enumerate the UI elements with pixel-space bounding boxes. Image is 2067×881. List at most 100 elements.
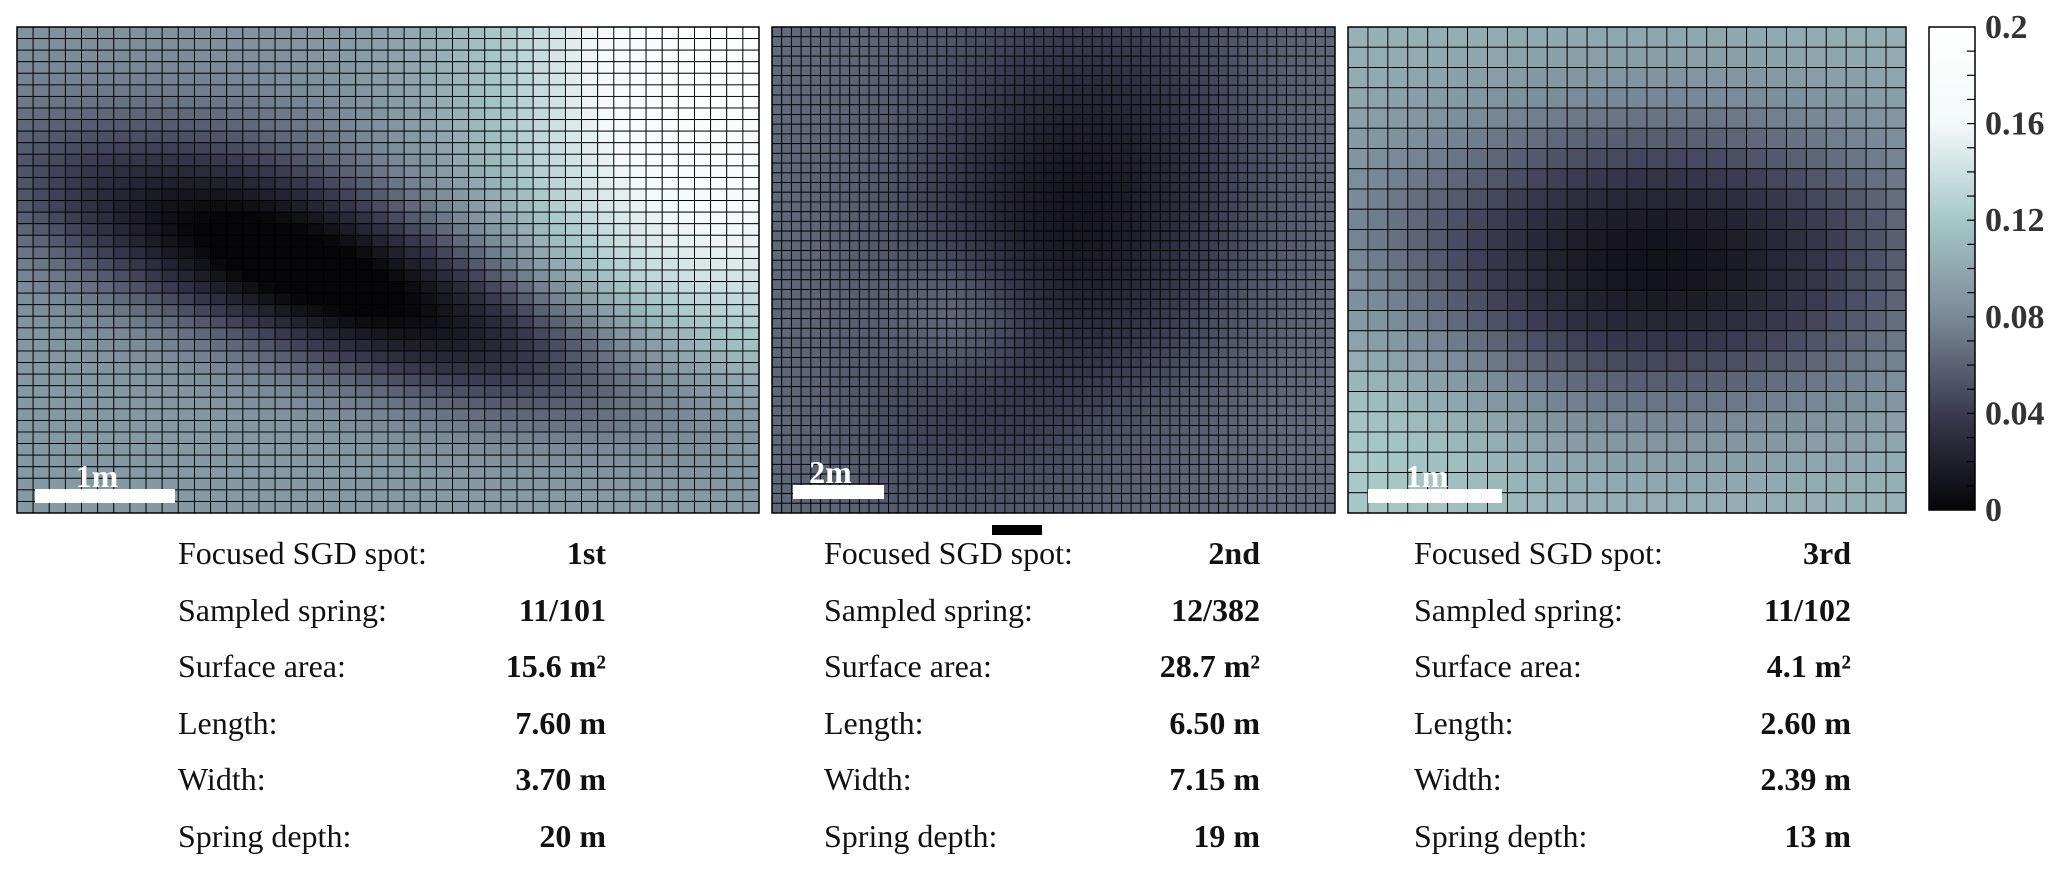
heatmap-cell: [1276, 152, 1287, 164]
heatmap-cell: [810, 65, 821, 77]
heatmap-cell: [1218, 366, 1229, 378]
heatmap-cell: [468, 49, 486, 63]
heatmap-cell: [1140, 415, 1152, 426]
heatmap-cell: [820, 269, 831, 281]
heatmap-cell: [1324, 36, 1336, 47]
heatmap-cell: [839, 434, 851, 446]
heatmap-cell: [274, 188, 292, 202]
heatmap-cell: [210, 362, 228, 375]
heatmap-cell: [829, 220, 841, 232]
heatmap-cell: [419, 373, 437, 387]
heatmap-cell: [858, 502, 870, 514]
heatmap-cell: [258, 362, 276, 375]
heatmap-cell: [1033, 327, 1045, 339]
heatmap-cell: [1227, 415, 1239, 426]
heatmap-cell: [468, 61, 486, 74]
heatmap-cell: [800, 347, 812, 358]
heatmap-cell: [1286, 240, 1297, 252]
heatmap-cell: [1072, 493, 1084, 504]
heatmap-cell: [645, 84, 663, 97]
heatmap-cell: [1566, 87, 1588, 109]
heatmap-cell: [1367, 26, 1389, 48]
heatmap-cell: [1247, 483, 1258, 495]
heatmap-cell: [878, 162, 889, 174]
heatmap-cell: [32, 107, 50, 121]
heatmap-cell: [1188, 415, 1200, 426]
heatmap-cell: [145, 269, 163, 283]
heatmap-cell: [564, 176, 583, 190]
heatmap-cell: [1295, 162, 1307, 174]
heatmap-cell: [274, 304, 292, 317]
heatmap-cell: [955, 376, 967, 388]
heatmap-cell: [781, 230, 792, 242]
heatmap-cell: [113, 408, 131, 421]
heatmap-cell: [1120, 425, 1132, 436]
heatmap-cell: [946, 65, 957, 77]
heatmap-cell: [1218, 327, 1229, 339]
heatmap-cell: [946, 425, 957, 436]
heatmap-cell: [710, 292, 728, 306]
heatmap-cell: [177, 500, 195, 514]
heatmap-cell: [32, 338, 50, 352]
heatmap-cell: [242, 26, 260, 40]
heatmap-cell: [946, 483, 957, 495]
heatmap-cell: [145, 200, 163, 213]
heatmap-cell: [1091, 327, 1103, 339]
heatmap-cell: [985, 201, 996, 213]
heatmap-cell: [1101, 182, 1113, 193]
heatmap-cell: [1247, 143, 1258, 154]
heatmap-cell: [1198, 84, 1210, 96]
heatmap-cell: [839, 114, 851, 125]
heatmap-cell: [274, 466, 292, 479]
heatmap-cell: [339, 431, 357, 445]
heatmap-cell: [1120, 191, 1132, 203]
heatmap-cell: [48, 257, 66, 271]
heatmap-cell: [32, 188, 50, 202]
heatmap-cell: [917, 201, 928, 213]
heatmap-cell: [97, 246, 115, 259]
heatmap-cell: [468, 431, 486, 445]
heatmap-cell: [926, 94, 938, 106]
heatmap-cell: [1247, 201, 1258, 213]
heatmap-cell: [1140, 259, 1152, 271]
heatmap-cell: [1247, 152, 1258, 164]
heatmap-cell: [1447, 127, 1469, 149]
heatmap-cell: [242, 211, 260, 225]
heatmap-cell: [484, 119, 502, 132]
heatmap-cell: [242, 431, 260, 445]
heatmap-cell: [1004, 454, 1016, 465]
heatmap-cell: [800, 259, 812, 271]
heatmap-cell: [1247, 269, 1258, 281]
heatmap-cell: [820, 191, 831, 203]
heatmap-cell: [193, 84, 212, 97]
heatmap-cell: [917, 425, 928, 436]
heatmap-cell: [820, 104, 831, 115]
heatmap-cell: [1120, 502, 1132, 514]
heatmap-cell: [97, 49, 115, 63]
heatmap-cell: [468, 489, 486, 502]
heatmap-cell: [1014, 415, 1025, 426]
heatmap-cell: [1111, 415, 1122, 426]
heatmap-cell: [468, 477, 486, 491]
heatmap-cell: [1706, 107, 1728, 129]
heatmap-cell: [452, 477, 470, 491]
heatmap-cell: [1082, 376, 1093, 388]
heatmap-cell: [810, 94, 821, 106]
heatmap-cell: [790, 172, 802, 183]
heatmap-cell: [1218, 26, 1229, 38]
heatmap-cell: [500, 466, 518, 479]
heatmap-cell: [16, 234, 34, 248]
heatmap-cell: [1315, 84, 1326, 96]
heatmap-cell: [1188, 114, 1200, 125]
heatmap-cell: [1150, 288, 1161, 300]
heatmap-cell: [994, 191, 1006, 203]
heatmap-cell: [888, 123, 899, 135]
heatmap-cell: [226, 38, 244, 51]
heatmap-cell: [1367, 107, 1389, 129]
heatmap-cell: [1315, 434, 1326, 446]
heatmap-cell: [677, 304, 695, 317]
heatmap-cell: [1150, 45, 1161, 57]
heatmap-cell: [946, 318, 957, 329]
heatmap-cell: [484, 454, 502, 468]
heatmap-cell: [1218, 152, 1229, 164]
